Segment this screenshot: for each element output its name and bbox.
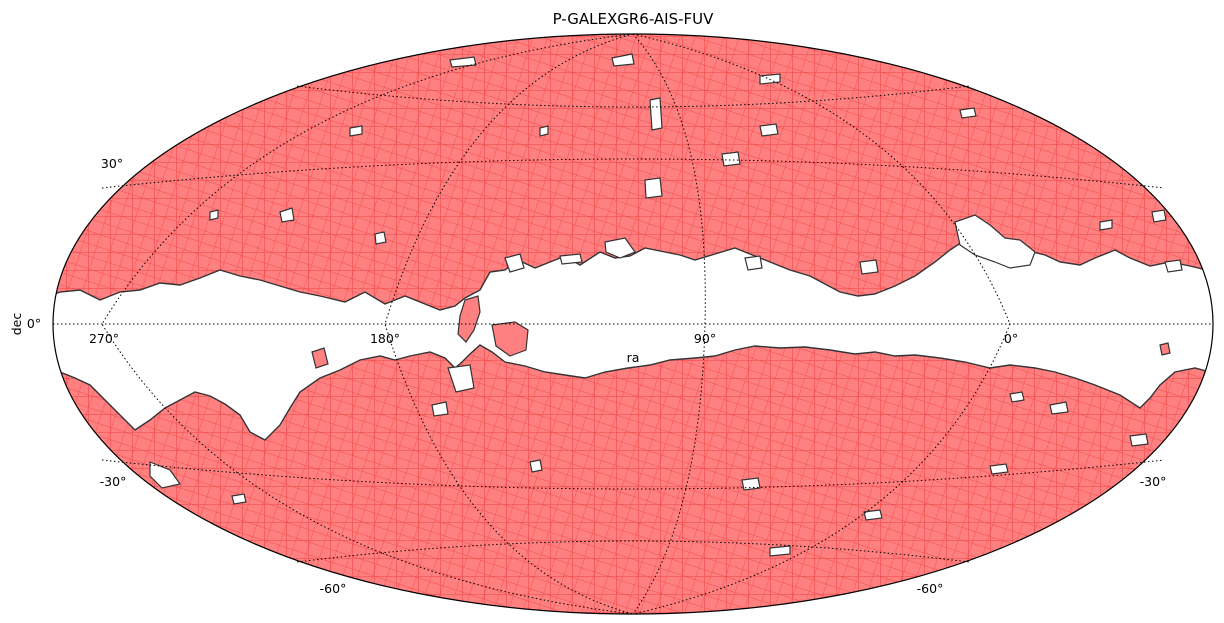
dec-tick-minus60-right: -60°: [917, 581, 944, 596]
ra-tick-0: 0°: [1004, 331, 1018, 346]
dec-tick-30: 30°: [101, 156, 123, 171]
galactic-plane-gap: [53, 237, 1213, 441]
uncovered-holes: [209, 53, 1183, 275]
ra-tick-90: 90°: [694, 331, 716, 346]
dec-tick-minus30-right: -30°: [1140, 474, 1167, 489]
dec-tick-minus30-left: -30°: [100, 474, 127, 489]
y-axis-label: dec: [9, 313, 24, 336]
ra-tick-270: 270°: [89, 331, 119, 346]
ra-tick-180: 180°: [370, 331, 400, 346]
dec-tick-0: 0°: [27, 316, 41, 331]
dec-tick-minus60-left: -60°: [320, 581, 347, 596]
map-title: P-GALEXGR6-AIS-FUV: [553, 10, 715, 28]
x-axis-label: ra: [627, 350, 640, 365]
graticule: [53, 33, 1213, 615]
